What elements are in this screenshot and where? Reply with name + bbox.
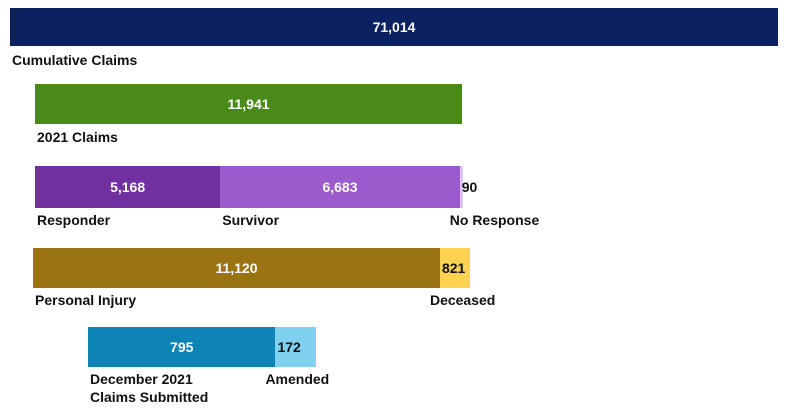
segment-label: Amended (265, 371, 330, 387)
value-label: 821 (441, 260, 466, 276)
segment-label: Personal Injury (35, 292, 137, 308)
value-label: 11,120 (215, 260, 258, 276)
segment-label: Cumulative Claims (12, 52, 138, 68)
value-label: 6,683 (322, 179, 358, 195)
value-label: 11,941 (227, 96, 270, 112)
bar-segment (275, 327, 316, 367)
bar-segment (459, 166, 463, 208)
value-label: 5,168 (110, 179, 146, 195)
bar-segment (88, 327, 276, 367)
bar-segment (10, 8, 778, 46)
value-label: 71,014 (372, 19, 416, 35)
segment-label: No Response (449, 212, 540, 228)
bar-segment (35, 166, 221, 208)
bar-segment (220, 166, 460, 208)
bar-segment (35, 84, 462, 124)
segment-label: 2021 Claims (37, 129, 118, 145)
bar-segment (439, 248, 470, 288)
value-label: 172 (277, 339, 301, 355)
segment-label: Responder (37, 212, 111, 228)
value-label: 90 (461, 179, 478, 195)
bar-segment (33, 248, 440, 288)
segment-label: Deceased (429, 292, 496, 308)
segment-label: Survivor (222, 212, 280, 228)
segment-label: December 2021 Claims Submitted (90, 371, 209, 405)
value-label: 795 (170, 339, 194, 355)
